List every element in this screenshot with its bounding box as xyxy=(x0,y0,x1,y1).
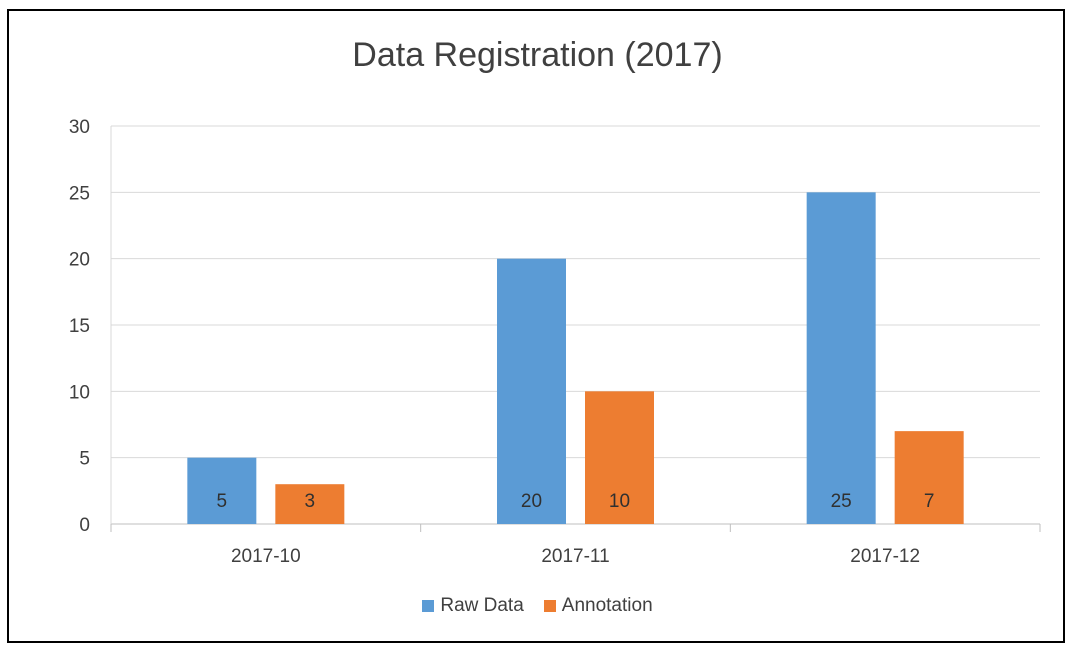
y-tick-label: 25 xyxy=(69,183,90,204)
y-tick-label: 20 xyxy=(69,250,90,271)
y-tick-label: 10 xyxy=(69,382,90,403)
data-label: 5 xyxy=(217,491,228,512)
bar-annotation-2017-12 xyxy=(894,431,964,524)
x-tick-label: 2017-11 xyxy=(541,546,609,567)
legend-swatch xyxy=(422,600,435,612)
axes: 0 5 10 15 20 25 30 2017-10 2017-11 2017-12 xyxy=(69,117,1041,567)
bar-raw-data-2017-10 xyxy=(187,457,257,524)
legend: Raw Data Annotation xyxy=(0,595,1075,618)
y-tick-label: 0 xyxy=(79,515,90,536)
y-tick-label: 30 xyxy=(69,117,90,138)
legend-item: Raw Data xyxy=(422,595,524,617)
legend-label: Raw Data xyxy=(440,595,524,616)
y-tick-label: 15 xyxy=(69,316,90,337)
data-labels: 5 3 20 10 25 7 xyxy=(217,491,935,512)
bar-raw-data-2017-11 xyxy=(497,258,566,524)
bar-raw-data-2017-12 xyxy=(806,192,876,525)
data-label: 25 xyxy=(831,491,852,512)
data-label: 3 xyxy=(305,491,316,512)
x-tick-label: 2017-10 xyxy=(231,546,301,567)
x-tick-label: 2017-12 xyxy=(850,546,920,567)
gridlines xyxy=(110,125,1040,525)
bar-annotation-2017-10 xyxy=(275,484,345,524)
legend-label: Annotation xyxy=(561,595,653,616)
legend-swatch xyxy=(543,600,556,612)
y-tick-label: 5 xyxy=(79,449,90,470)
chart-title: Data Registration (2017) xyxy=(352,36,723,74)
legend-item: Annotation xyxy=(543,595,653,617)
data-label: 10 xyxy=(609,491,630,512)
bars xyxy=(187,192,964,525)
data-label: 20 xyxy=(521,491,542,512)
data-label: 7 xyxy=(924,491,935,512)
bar-annotation-2017-11 xyxy=(585,391,654,524)
